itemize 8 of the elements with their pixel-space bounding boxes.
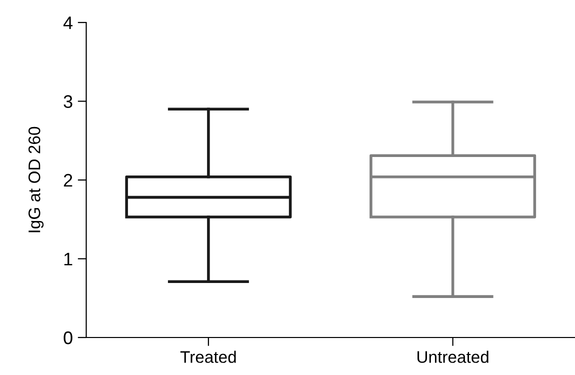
y-tick-label: 4 [63,16,73,30]
y-tick-label: 3 [64,95,72,108]
y-axis-title: IgG at OD 260 [28,126,44,232]
y-tick-label: 2 [64,174,72,187]
x-tick-label: Treated [180,350,236,363]
x-tick-label: Untreated [418,350,488,363]
y-tick-label: 0 [64,331,72,344]
y-tick-label: 1 [64,252,72,266]
